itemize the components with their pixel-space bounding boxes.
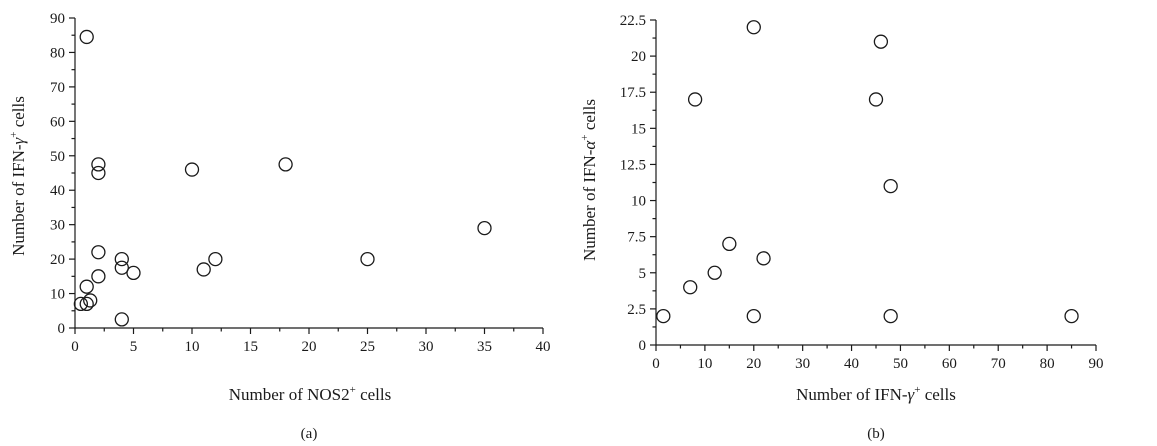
x-tick-label: 20 [302,339,317,355]
x-tick-label: 10 [697,356,712,372]
panel-a-x-axis-label: Number of NOS2+ cells [229,384,392,404]
data-point [91,157,106,172]
x-tick-label: 20 [746,356,761,372]
panel-b-points [656,20,1079,324]
data-point [883,308,898,324]
y-tick-label: 0 [639,338,647,354]
y-tick-label: 0 [58,321,66,337]
y-tick-label: 70 [50,80,65,96]
data-point [360,251,375,267]
panel-b-y-ticks: 0 2.5 5 7.5 10 12.5 15 17.5 20 22.5 [620,13,656,354]
data-point [746,308,761,324]
y-tick-label: 5 [639,266,647,282]
panel-b-scatter: 0 10 20 30 40 50 60 70 80 90 0 2.5 5 7.5 10 12.5 15 17.5… [579,13,1104,442]
x-tick-label: 35 [477,339,492,355]
data-point [196,262,211,277]
panel-a-points [73,29,492,327]
data-point [656,308,671,324]
y-tick-label: 80 [50,45,65,61]
data-point [873,34,889,49]
data-point [707,265,722,280]
y-tick-label: 40 [50,183,65,199]
panel-b-y-axis-label: Number of IFN-α+ cells [579,99,599,261]
data-point [79,296,94,312]
panel-b-x-ticks: 0 10 20 30 40 50 60 70 80 90 [652,345,1104,372]
data-point [79,29,94,45]
panel-b-x-axis-label: Number of IFN-γ+ cells [796,384,956,404]
data-point [208,251,223,267]
data-point [91,245,106,260]
panel-a-axes [74,18,543,329]
panel-a-scatter: 0 5 10 15 20 25 30 35 40 0 10 20 30 40 50 60 70 80 90 Num… [8,11,551,442]
data-point [883,178,898,194]
x-tick-label: 30 [419,339,434,355]
panel-a-y-axis-label: Number of IFN-γ+ cells [8,96,28,256]
x-tick-label: 30 [795,356,810,372]
y-tick-label: 12.5 [620,157,646,173]
data-point [1064,308,1079,324]
panel-a-label: (a) [301,426,318,442]
data-point [91,269,106,284]
data-point [114,251,129,267]
data-point [79,279,94,294]
x-tick-label: 50 [893,356,908,372]
y-tick-label: 90 [50,11,65,27]
panel-a-y-ticks: 0 10 20 30 40 50 60 70 80 90 [50,11,75,337]
data-point [746,20,761,35]
data-point [687,92,703,107]
y-tick-label: 15 [631,121,646,137]
data-point [73,296,88,312]
panel-b-label: (b) [867,426,885,442]
x-tick-label: 25 [360,339,375,355]
data-point [477,220,492,236]
panel-a-x-ticks: 0 5 10 15 20 25 30 35 40 [71,328,551,355]
x-tick-label: 0 [71,339,79,355]
x-tick-label: 0 [652,356,660,372]
x-tick-label: 70 [991,356,1006,372]
y-tick-label: 22.5 [620,13,646,29]
y-tick-label: 20 [631,49,646,65]
data-point [868,92,884,107]
data-point [83,293,98,308]
data-point [683,280,698,295]
y-tick-label: 50 [50,149,65,165]
y-tick-label: 10 [50,287,65,303]
data-point [722,236,737,252]
x-tick-label: 80 [1040,356,1055,372]
y-tick-label: 17.5 [620,85,646,101]
x-tick-label: 15 [243,339,258,355]
data-point [184,162,200,177]
x-tick-label: 5 [130,339,138,355]
x-tick-label: 90 [1089,356,1104,372]
data-point [278,157,293,172]
y-tick-label: 60 [50,114,65,130]
data-point [114,260,129,275]
y-tick-label: 7.5 [627,230,646,246]
data-point [114,312,129,327]
panel-b-axes [655,20,1096,346]
x-tick-label: 10 [185,339,200,355]
data-point [756,251,771,266]
x-tick-label: 40 [536,339,551,355]
y-tick-label: 10 [631,194,646,210]
x-tick-label: 60 [942,356,957,372]
y-tick-label: 2.5 [627,302,646,318]
x-tick-label: 40 [844,356,859,372]
data-point [91,165,106,181]
data-point [126,265,141,281]
y-tick-label: 20 [50,252,65,268]
y-tick-label: 30 [50,218,65,234]
